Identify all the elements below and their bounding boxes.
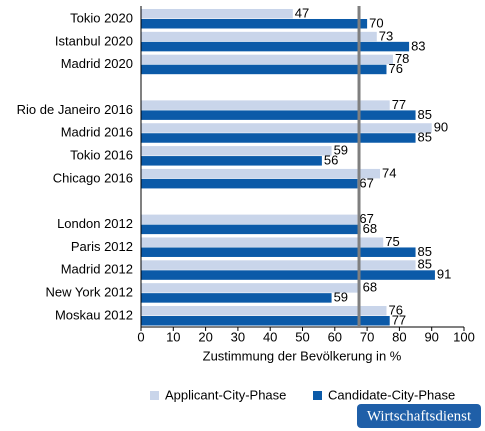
value-label: 59	[334, 290, 348, 305]
y-tick-label: Tokio 2020	[70, 10, 133, 25]
bar	[141, 31, 377, 42]
value-label: 91	[437, 267, 451, 282]
bar	[141, 146, 332, 156]
bar	[141, 41, 410, 52]
bar	[141, 178, 358, 189]
bar	[141, 156, 322, 166]
x-tick-label: 60	[328, 329, 342, 344]
y-tick-label: Istanbul 2020	[55, 33, 133, 48]
bar	[141, 54, 393, 65]
y-tick-label: Madrid 2012	[61, 262, 133, 277]
value-label: 77	[392, 312, 406, 327]
y-tick-label: Paris 2012	[71, 239, 133, 254]
bar	[141, 224, 361, 235]
legend-label: Applicant-City-Phase	[165, 387, 286, 402]
value-label: 74	[382, 165, 396, 180]
value-label: 59	[334, 143, 348, 158]
value-label: 90	[434, 120, 448, 135]
bar	[141, 123, 432, 133]
value-label: 47	[295, 5, 309, 20]
bar	[141, 133, 416, 143]
x-tick-label: 100	[453, 329, 475, 344]
value-label: 68	[363, 280, 377, 295]
x-tick-label: 10	[166, 329, 180, 344]
x-tick-label: 30	[231, 329, 245, 344]
badge: Wirtschaftsdienst	[367, 408, 472, 424]
bar	[141, 64, 387, 75]
legend-swatch	[150, 391, 159, 400]
value-label: 83	[411, 38, 425, 53]
value-label: 78	[395, 51, 409, 66]
bar	[141, 110, 416, 120]
value-label: 67	[359, 175, 373, 190]
value-label: 68	[363, 221, 377, 236]
badge-background	[357, 404, 481, 428]
x-tick-label: 0	[137, 329, 144, 344]
x-tick-label: 50	[295, 329, 309, 344]
bar	[141, 316, 390, 326]
y-tick-label: London 2012	[57, 216, 133, 231]
bar	[141, 100, 390, 110]
x-tick-label: 40	[263, 329, 277, 344]
bar	[141, 270, 435, 280]
value-label: 85	[418, 130, 432, 145]
bar	[141, 306, 387, 316]
bar	[141, 260, 416, 270]
y-tick-label: Rio de Janeiro 2016	[17, 102, 133, 117]
y-tick-label: Madrid 2020	[61, 56, 133, 71]
bar	[141, 293, 332, 303]
bar	[141, 19, 368, 29]
bar	[141, 9, 293, 19]
bar	[141, 247, 416, 257]
x-axis-label: Zustimmung der Bevölkerung in %	[203, 348, 402, 363]
x-tick-label: 20	[198, 329, 212, 344]
value-label: 73	[379, 28, 393, 43]
y-tick-label: New York 2012	[46, 285, 133, 300]
x-tick-label: 70	[360, 329, 374, 344]
y-tick-label: Moskau 2012	[55, 307, 133, 322]
value-label: 70	[369, 15, 383, 30]
value-label: 76	[388, 61, 402, 76]
value-label: 76	[388, 302, 402, 317]
value-label: 67	[359, 211, 373, 226]
value-label: 56	[324, 153, 338, 168]
bar	[141, 237, 384, 247]
value-label: 77	[392, 97, 406, 112]
legend-swatch	[313, 391, 322, 400]
legend-label: Candidate-City-Phase	[328, 387, 455, 402]
value-label: 85	[418, 257, 432, 272]
y-tick-label: Tokio 2016	[70, 148, 133, 163]
x-tick-label: 80	[392, 329, 406, 344]
value-label: 75	[385, 234, 399, 249]
bar	[141, 168, 381, 179]
value-label: 85	[418, 107, 432, 122]
value-label: 85	[418, 244, 432, 259]
bar	[141, 214, 358, 225]
y-tick-label: Chicago 2016	[53, 170, 133, 185]
bar	[141, 283, 361, 293]
y-tick-label: Madrid 2016	[61, 125, 133, 140]
x-tick-label: 90	[424, 329, 438, 344]
